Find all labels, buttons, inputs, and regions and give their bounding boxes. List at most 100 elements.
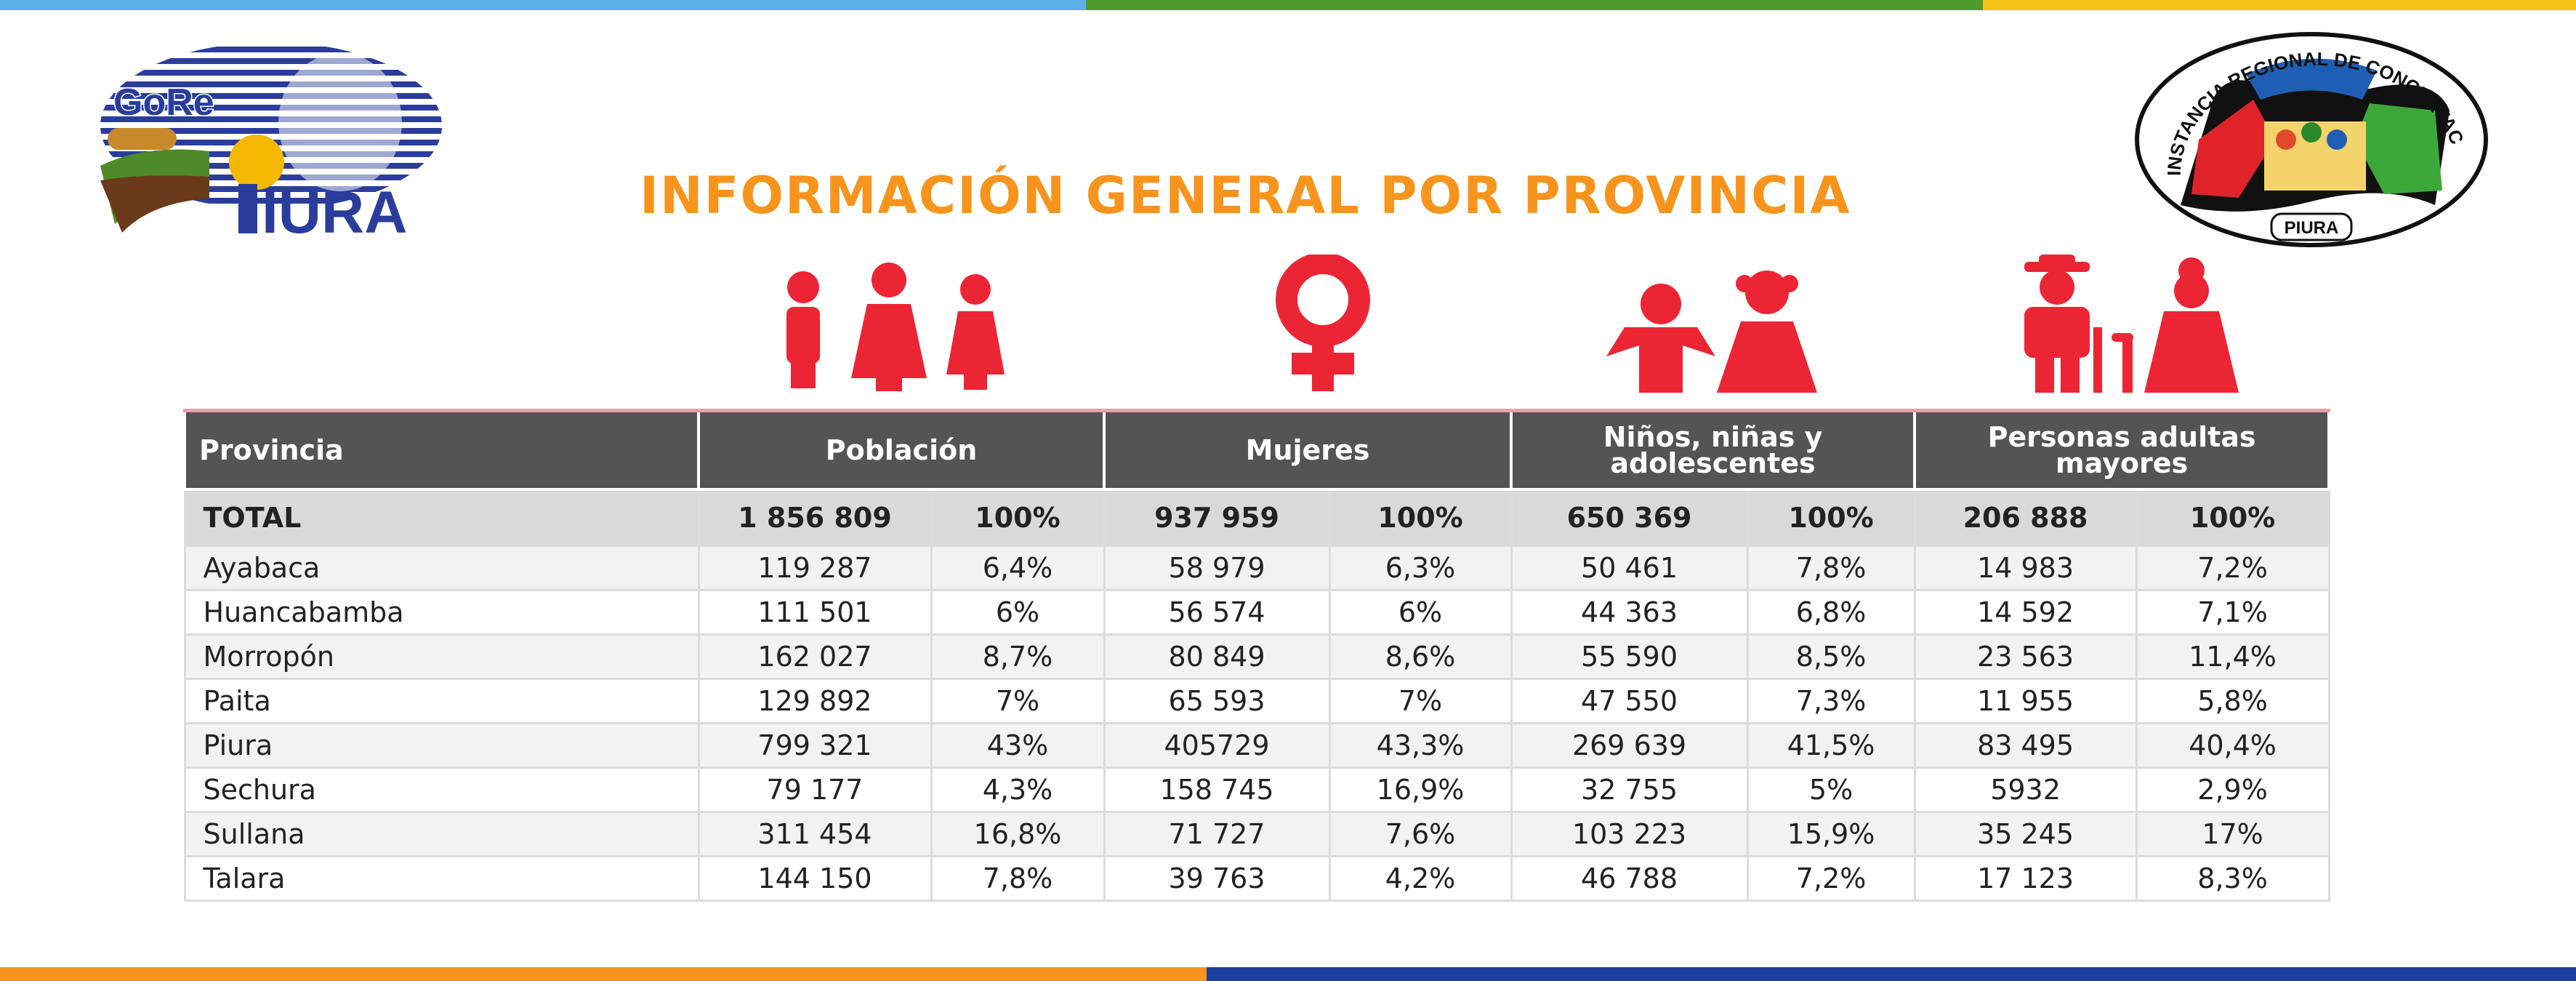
value-cell: 46 788	[1510, 855, 1749, 902]
value-cell: 6,8%	[1746, 589, 1916, 636]
table-total-row: TOTAL 1 856 809 100% 937 959 100% 650 36…	[183, 488, 2330, 547]
children-icon	[1606, 271, 1817, 393]
table-row: Paita 129 892 7% 65 593 7% 47 550 7,3% 11 955 5,…	[183, 678, 2330, 724]
total-cell: 1 856 809	[697, 488, 933, 547]
value-cell: 7,1%	[2135, 589, 2330, 636]
value-cell: 5932	[1913, 766, 2138, 813]
value-cell: 7%	[1328, 678, 1513, 724]
value-cell: 16,8%	[930, 811, 1106, 857]
value-cell: 269 639	[1510, 722, 1749, 769]
provincia-cell: Paita	[183, 678, 700, 724]
value-cell: 6,4%	[930, 545, 1106, 591]
provincia-cell: Ayabaca	[183, 545, 700, 591]
value-cell: 47 550	[1510, 678, 1749, 724]
value-cell: 4,3%	[930, 766, 1106, 813]
value-cell: 5%	[1746, 766, 1916, 813]
total-cell: 650 369	[1510, 488, 1749, 547]
value-cell: 7,2%	[2135, 545, 2330, 591]
value-cell: 56 574	[1103, 589, 1331, 636]
value-cell: 17%	[2135, 811, 2330, 857]
value-cell: 8,5%	[1746, 633, 1916, 680]
table-row: Sechura 79 177 4,3% 158 745 16,9% 32 755 5% 593…	[183, 766, 2330, 813]
value-cell: 83 495	[1913, 722, 2138, 769]
header-ninos: Niños, niñas y adolescentes	[1510, 409, 1917, 491]
gore-piura-logo: GoRe IURA	[100, 42, 442, 239]
top-bar-blue	[0, 0, 1086, 10]
value-cell: 8,6%	[1328, 633, 1513, 680]
value-cell: 7,8%	[930, 855, 1106, 902]
value-cell: 7,8%	[1746, 545, 1916, 591]
bottom-bar-orange	[0, 967, 1207, 981]
province-table: Provincia Población Mujeres Niños, niñas…	[183, 409, 2331, 902]
value-cell: 32 755	[1510, 766, 1749, 813]
value-cell: 11 955	[1913, 678, 2138, 724]
value-cell: 7,6%	[1328, 811, 1513, 857]
value-cell: 40,4%	[2135, 722, 2330, 769]
value-cell: 14 592	[1913, 589, 2138, 636]
population-icon	[786, 263, 1005, 391]
value-cell: 15,9%	[1746, 811, 1916, 857]
bottom-bar-blue	[1207, 967, 2576, 981]
top-color-bar	[0, 0, 2576, 10]
header-mujeres: Mujeres	[1103, 409, 1513, 491]
provincia-cell: Huancabamba	[183, 589, 700, 636]
value-cell: 7%	[930, 678, 1106, 724]
total-cell: 100%	[930, 488, 1106, 547]
value-cell: 4,2%	[1328, 855, 1513, 902]
elderly-icon	[2024, 255, 2239, 393]
total-cell: 937 959	[1103, 488, 1331, 547]
provincia-cell: Piura	[183, 722, 700, 769]
instancia-piura-text: PIURA	[2285, 218, 2339, 238]
total-cell: 100%	[2135, 488, 2330, 547]
value-cell: 162 027	[697, 633, 933, 680]
page-title: INFORMACIÓN GENERAL POR PROVINCIA	[640, 166, 1851, 225]
provincia-cell: Talara	[183, 855, 700, 902]
gore-text: GoRe	[113, 81, 214, 124]
value-cell: 65 593	[1103, 678, 1331, 724]
value-cell: 41,5%	[1746, 722, 1916, 769]
value-cell: 16,9%	[1328, 766, 1513, 813]
value-cell: 79 177	[697, 766, 933, 813]
value-cell: 103 223	[1510, 811, 1749, 857]
provincia-cell: Sechura	[183, 766, 700, 813]
value-cell: 71 727	[1103, 811, 1331, 857]
value-cell: 11,4%	[2135, 633, 2330, 680]
value-cell: 129 892	[697, 678, 933, 724]
value-cell: 7,2%	[1746, 855, 1916, 902]
table-row: Piura 799 321 43% 405729 43,3% 269 639 41,5% 83…	[183, 722, 2330, 769]
total-cell: 100%	[1746, 488, 1916, 547]
total-label: TOTAL	[183, 488, 700, 547]
value-cell: 6%	[930, 589, 1106, 636]
total-cell: 206 888	[1913, 488, 2138, 547]
header-adultos-mayores: Personas adultas mayores	[1913, 409, 2331, 491]
value-cell: 311 454	[697, 811, 933, 857]
value-cell: 80 849	[1103, 633, 1331, 680]
table-header-row: Provincia Población Mujeres Niños, niñas…	[183, 409, 2331, 491]
value-cell: 144 150	[697, 855, 933, 902]
header-provincia: Provincia	[183, 409, 700, 491]
value-cell: 17 123	[1913, 855, 2138, 902]
value-cell: 23 563	[1913, 633, 2138, 680]
value-cell: 5,8%	[2135, 678, 2330, 724]
value-cell: 14 983	[1913, 545, 2138, 591]
bottom-color-bar	[0, 967, 2576, 981]
top-bar-yellow	[1983, 0, 2576, 10]
value-cell: 8,3%	[2135, 855, 2330, 902]
piura-text: IURA	[262, 180, 407, 239]
provincia-cell: Morropón	[183, 633, 700, 680]
value-cell: 50 461	[1510, 545, 1749, 591]
value-cell: 58 979	[1103, 545, 1331, 591]
value-cell: 6,3%	[1328, 545, 1513, 591]
provincia-cell: Sullana	[183, 811, 700, 857]
value-cell: 799 321	[697, 722, 933, 769]
value-cell: 43,3%	[1328, 722, 1513, 769]
table-row: Sullana 311 454 16,8% 71 727 7,6% 103 223 15,9…	[183, 811, 2330, 857]
value-cell: 119 287	[697, 545, 933, 591]
value-cell: 39 763	[1103, 855, 1331, 902]
value-cell: 2,9%	[2135, 766, 2330, 813]
value-cell: 7,3%	[1746, 678, 1916, 724]
instancia-regional-logo: INSTANCIA REGIONAL DE CONCERTACIÓN - IRC…	[2130, 31, 2488, 247]
top-bar-green	[1086, 0, 1983, 10]
value-cell: 6%	[1328, 589, 1513, 636]
value-cell: 8,7%	[930, 633, 1106, 680]
